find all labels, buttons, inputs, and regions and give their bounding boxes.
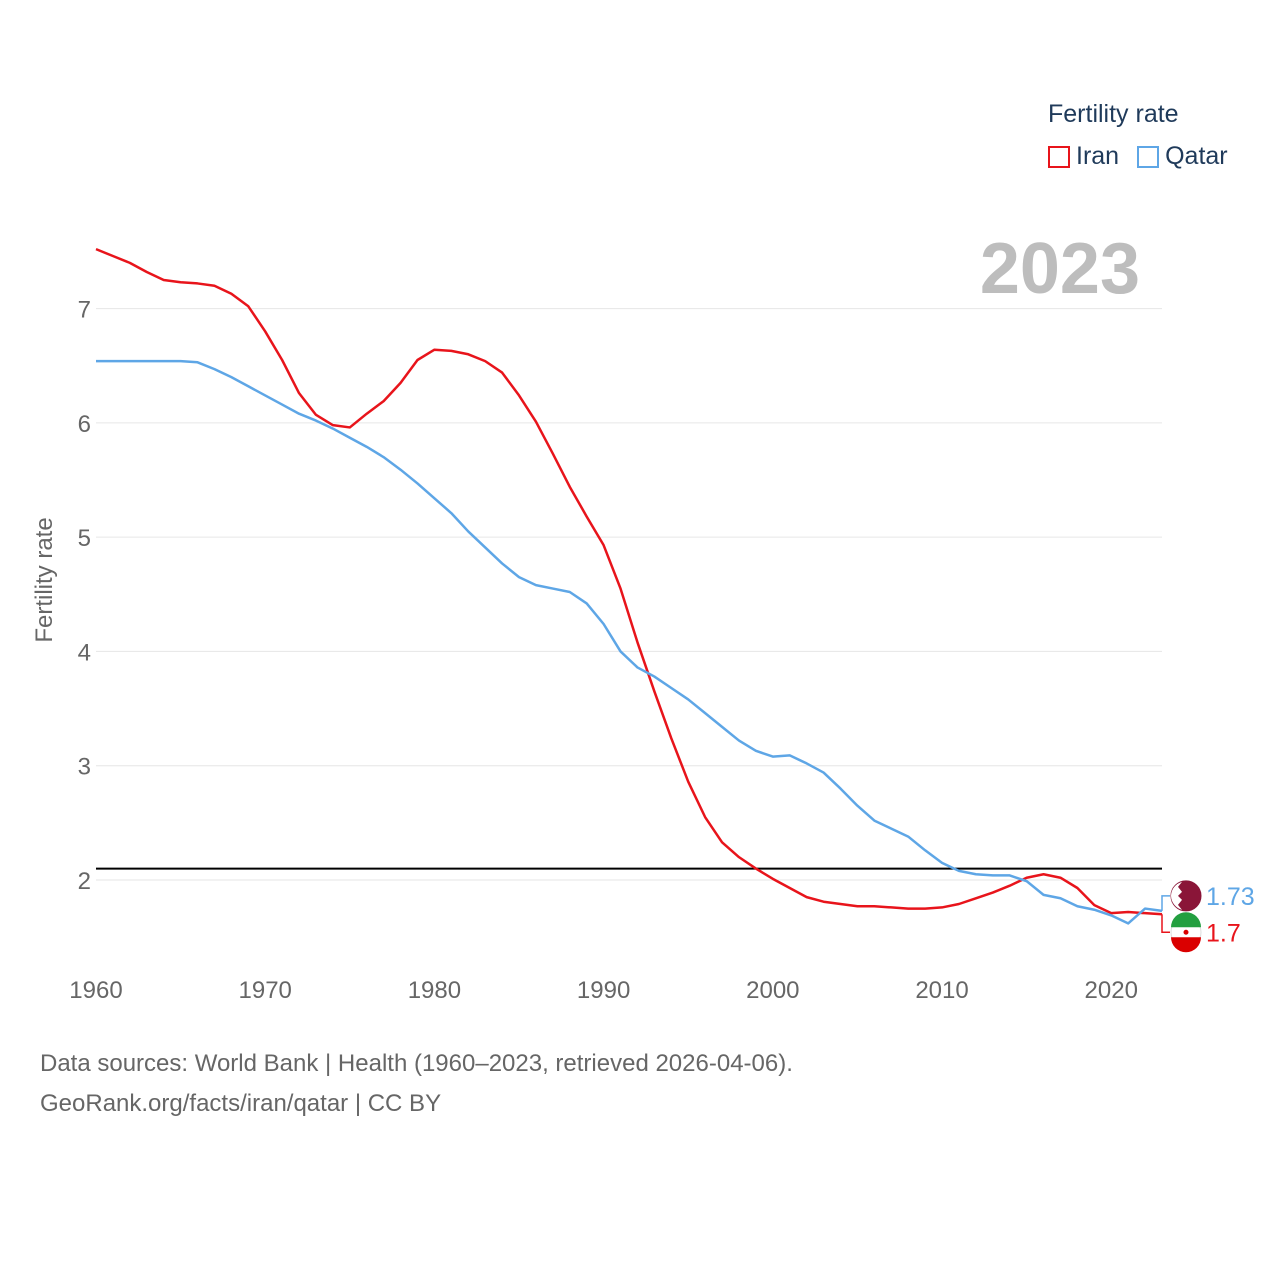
x-tick-label: 1980 bbox=[408, 977, 461, 1004]
y-tick-label: 3 bbox=[78, 754, 91, 781]
iran-flag-emblem bbox=[1183, 929, 1189, 935]
x-tick-label: 1970 bbox=[239, 977, 292, 1004]
gridlines bbox=[96, 308, 1162, 881]
legend-label-qatar: Qatar bbox=[1165, 142, 1228, 170]
legend-label-iran: Iran bbox=[1076, 142, 1120, 170]
y-tick-labels: 2 3 4 5 6 7 bbox=[78, 297, 91, 895]
iran-flag-red-band bbox=[1171, 937, 1201, 953]
y-tick-label: 7 bbox=[78, 297, 91, 324]
legend-title: Fertility rate bbox=[1048, 100, 1179, 128]
end-connector-qatar bbox=[1161, 895, 1170, 911]
x-tick-label: 1960 bbox=[69, 977, 122, 1004]
series-line-qatar[interactable] bbox=[96, 359, 1163, 925]
source-line-1: Data sources: World Bank | Health (1960–… bbox=[40, 1050, 793, 1077]
qatar-flag-white-band bbox=[1171, 881, 1182, 910]
x-tick-label: 1990 bbox=[577, 977, 630, 1004]
year-overlay: 2023 bbox=[979, 229, 1140, 309]
x-tick-label: 2010 bbox=[915, 977, 968, 1004]
source-line-2[interactable]: GeoRank.org/facts/iran/qatar | CC BY bbox=[40, 1090, 442, 1117]
series-lines bbox=[95, 247, 1163, 925]
y-tick-label: 5 bbox=[78, 525, 91, 552]
x-tick-label: 2020 bbox=[1085, 977, 1138, 1004]
legend: Iran Qatar bbox=[1048, 142, 1246, 171]
source-note: Data sources: World Bank | Health (1960–… bbox=[40, 1044, 793, 1124]
legend-item-qatar[interactable]: Qatar bbox=[1137, 142, 1228, 171]
series-line-iran[interactable] bbox=[95, 247, 1163, 916]
y-tick-label: 4 bbox=[78, 639, 91, 666]
y-tick-label: 6 bbox=[78, 411, 91, 438]
end-value-label-qatar: 1.73 bbox=[1206, 883, 1255, 911]
end-markers: 1.7 1.73 bbox=[1161, 880, 1255, 953]
x-tick-label: 2000 bbox=[746, 977, 799, 1004]
x-tick-labels: 1960 1970 1980 1990 2000 2010 2020 bbox=[69, 977, 1138, 1004]
y-axis-label: Fertility rate bbox=[31, 517, 58, 642]
iran-flag-green-band bbox=[1171, 912, 1201, 928]
end-value-label-iran: 1.7 bbox=[1206, 919, 1241, 947]
end-connector-iran bbox=[1161, 914, 1170, 934]
legend-swatch-iran bbox=[1048, 145, 1070, 168]
legend-item-iran[interactable]: Iran bbox=[1048, 142, 1119, 171]
y-tick-label: 2 bbox=[78, 868, 91, 895]
legend-swatch-qatar bbox=[1137, 145, 1160, 168]
